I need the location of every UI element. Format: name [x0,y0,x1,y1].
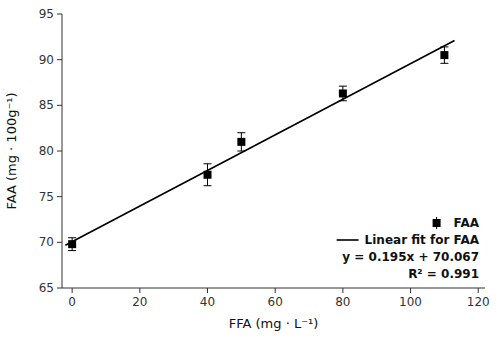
legend-label: Linear fit for FAA [365,233,480,247]
legend-handle [337,239,359,241]
error-bar-cap [68,237,76,238]
x-tick-label: 40 [200,295,215,309]
error-bar-cap [237,151,245,152]
error-bar-cap [204,163,212,164]
error-bar-cap [204,185,212,186]
x-axis-label: FFA (mg · L⁻¹) [229,316,319,331]
error-bar [237,133,245,151]
x-tick [207,288,208,293]
marks [65,40,454,250]
y-tick [57,196,62,197]
error-bar [204,164,212,186]
fit-line [65,40,454,245]
error-bar-cap [440,46,448,47]
x-tick [410,288,411,293]
x-axis-line [62,288,485,289]
y-tick-label: 90 [39,53,54,67]
error-bar [440,47,448,63]
x-tick-label: 120 [467,295,490,309]
legend-handle [433,219,441,227]
error-bar-cap [440,63,448,64]
annotation: y = 0.195x + 70.067 [342,250,479,264]
y-tick [57,151,62,152]
x-tick-label: 60 [268,295,283,309]
error-bar-cap [339,100,347,101]
x-tick-label: 0 [68,295,76,309]
error-bar-cap [339,86,347,87]
y-tick [57,14,62,15]
y-tick-label: 70 [39,235,54,249]
y-tick [57,59,62,60]
y-tick-label: 85 [39,98,54,112]
y-tick [57,105,62,106]
legend-label: FAA [454,216,480,230]
error-bar-cap [237,132,245,133]
x-tick [275,288,276,293]
error-bar-cap [68,250,76,251]
y-tick-label: 75 [39,190,54,204]
x-tick-label: 20 [132,295,147,309]
y-tick [57,288,62,289]
point [237,138,245,146]
error-bar [68,238,76,251]
x-tick [342,288,343,293]
y-tick-label: 65 [39,281,54,295]
point [204,171,212,179]
annotation: R² = 0.991 [408,267,479,281]
chart: 0 20 40 60 80 100 120 65 70 75 80 85 90 95 FFA (mg · L… [0,0,500,338]
error-bar [339,86,347,101]
point [339,89,347,97]
y-tick-label: 80 [39,144,54,158]
y-tick-label: 95 [39,7,54,21]
x-tick-label: 80 [335,295,350,309]
legend: FAA Linear fit for FAA y = 0.195x + 70.067… [337,216,480,281]
x-tick [139,288,140,293]
axes: 0 20 40 60 80 100 120 65 70 75 80 85 90 95 [39,7,490,309]
point [68,240,76,248]
y-axis-label: FAA (mg · 100g⁻¹) [4,92,19,209]
y-tick [57,242,62,243]
point [440,51,448,59]
x-tick [72,288,73,293]
x-tick [478,288,479,293]
x-tick-label: 100 [399,295,422,309]
